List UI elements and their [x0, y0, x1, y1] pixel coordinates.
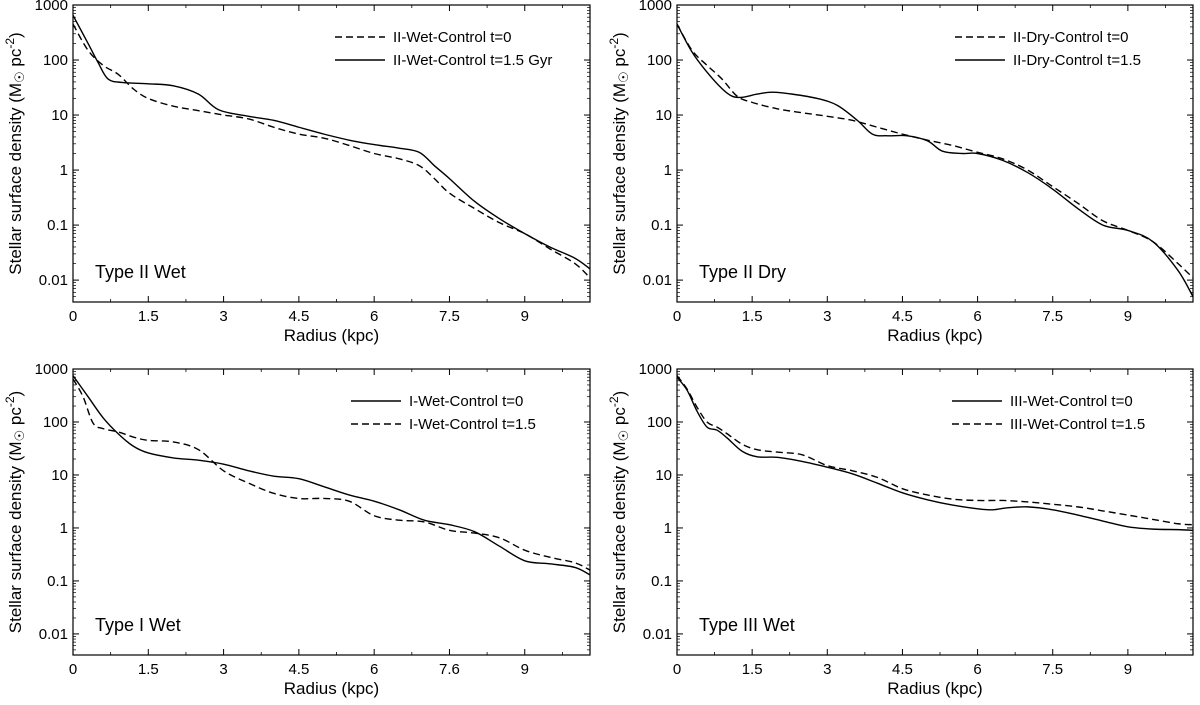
y-tick-label: 1 — [664, 162, 672, 179]
plot-frame — [676, 4, 1194, 303]
y-tick-label: 1000 — [35, 0, 68, 14]
x-tick-label: 4.5 — [288, 308, 309, 325]
panel-label: Type I Wet — [95, 615, 181, 635]
y-tick-label: 100 — [43, 414, 68, 431]
plot-frame — [72, 4, 591, 303]
x-tick-label: 6 — [973, 661, 981, 678]
x-tick-label: 1.5 — [742, 661, 763, 678]
x-tick-label: 1.5 — [742, 308, 763, 325]
x-axis-label: Radius (kpc) — [887, 679, 982, 698]
x-tick-label: 7.5 — [1042, 661, 1063, 678]
plot-frame — [676, 368, 1194, 656]
y-tick-label: 10 — [51, 107, 68, 124]
legend-label: II-Dry-Control t=0 — [1013, 29, 1128, 46]
panel-label: Type III Wet — [699, 615, 795, 635]
y-tick-label: 100 — [647, 414, 672, 431]
chart-panel-4: 0 1.5 3 4.5 6 7.5 9 0.01 0.1 1 10 100 1000 Radius (kp… — [607, 361, 1194, 698]
x-tick-label: 3 — [219, 308, 227, 325]
series-line-solid — [73, 14, 590, 270]
x-tick-label: 3 — [219, 661, 227, 678]
x-tick-label: 6 — [370, 308, 378, 325]
x-tick-label: 7.5 — [439, 308, 460, 325]
x-tick-label: 7.5 — [1042, 308, 1063, 325]
y-tick-label: 0.1 — [651, 217, 672, 234]
legend-label: I-Wet-Control t=1.5 — [409, 416, 536, 433]
x-tick-label: 6 — [370, 661, 378, 678]
legend-label: II-Wet-Control t=0 — [393, 29, 512, 46]
series-line-solid — [677, 23, 1193, 298]
x-tick-label: 4.5 — [288, 661, 309, 678]
y-tick-label: 0.1 — [651, 573, 672, 590]
x-tick-label: 1.5 — [138, 308, 159, 325]
x-tick-label: 0 — [69, 308, 77, 325]
y-tick-label: 0.01 — [39, 272, 68, 289]
x-axis-label: Radius (kpc) — [887, 326, 982, 345]
y-tick-label: 1 — [664, 520, 672, 537]
series-line-dashed — [677, 375, 1193, 526]
y-axis-label: Stellar surface density (M☉ pc-2) — [3, 391, 27, 633]
legend-label: II-Dry-Control t=1.5 — [1013, 52, 1141, 69]
series-line-solid — [677, 376, 1193, 532]
x-tick-label: 0 — [673, 661, 681, 678]
y-tick-label: 100 — [43, 52, 68, 69]
chart-panel-3: 0 1.5 3 4.5 6 7.6 9 0.01 0.1 1 10 100 1000 Radius (kp… — [3, 361, 591, 698]
legend-label: I-Wet-Control t=0 — [409, 393, 523, 410]
x-tick-label: 4.5 — [892, 308, 913, 325]
series-line-solid — [73, 375, 590, 576]
y-tick-label: 10 — [655, 467, 672, 484]
x-tick-label: 4.5 — [892, 661, 913, 678]
x-axis-label: Radius (kpc) — [284, 679, 379, 698]
x-tick-label: 9 — [521, 308, 529, 325]
y-tick-label: 1000 — [639, 361, 672, 378]
x-tick-label: 6 — [973, 308, 981, 325]
x-tick-label: 9 — [1124, 308, 1132, 325]
chart-panel-2: 0 1.5 3 4.5 6 7.5 9 0.01 0.1 1 10 100 1000 Radius (kp… — [607, 0, 1194, 345]
x-axis-label: Radius (kpc) — [284, 326, 379, 345]
panel-label: Type II Dry — [699, 262, 786, 282]
x-tick-label: 9 — [521, 661, 529, 678]
legend-label: III-Wet-Control t=1.5 — [1010, 416, 1145, 433]
y-tick-label: 1 — [60, 520, 68, 537]
x-tick-label: 7.6 — [439, 661, 460, 678]
x-tick-label: 1.5 — [138, 661, 159, 678]
chart-panel-1: 0 1.5 3 4.5 6 7.5 9 0.01 0.1 1 10 100 1000 Radius (kp… — [3, 0, 591, 345]
y-tick-label: 1000 — [35, 361, 68, 378]
y-tick-label: 10 — [655, 107, 672, 124]
y-tick-label: 0.01 — [39, 626, 68, 643]
x-tick-label: 0 — [673, 308, 681, 325]
y-tick-label: 10 — [51, 467, 68, 484]
y-axis-label: Stellar surface density (M☉ pc-2) — [3, 32, 27, 274]
y-tick-label: 0.01 — [643, 626, 672, 643]
y-tick-label: 0.1 — [47, 573, 68, 590]
legend-label: III-Wet-Control t=0 — [1010, 393, 1133, 410]
x-tick-label: 3 — [823, 308, 831, 325]
x-tick-label: 0 — [69, 661, 77, 678]
y-tick-label: 1 — [60, 162, 68, 179]
x-tick-label: 9 — [1124, 661, 1132, 678]
x-tick-label: 3 — [823, 661, 831, 678]
y-tick-label: 0.01 — [643, 272, 672, 289]
y-axis-label: Stellar surface density (M☉ pc-2) — [607, 391, 631, 633]
legend-label: II-Wet-Control t=1.5 Gyr — [393, 52, 552, 69]
plot-frame — [72, 368, 591, 656]
y-tick-label: 1000 — [639, 0, 672, 14]
y-tick-label: 100 — [647, 52, 672, 69]
y-axis-label: Stellar surface density (M☉ pc-2) — [607, 32, 631, 274]
panel-label: Type II Wet — [95, 262, 186, 282]
y-tick-label: 0.1 — [47, 217, 68, 234]
series-line-dashed — [73, 23, 590, 279]
